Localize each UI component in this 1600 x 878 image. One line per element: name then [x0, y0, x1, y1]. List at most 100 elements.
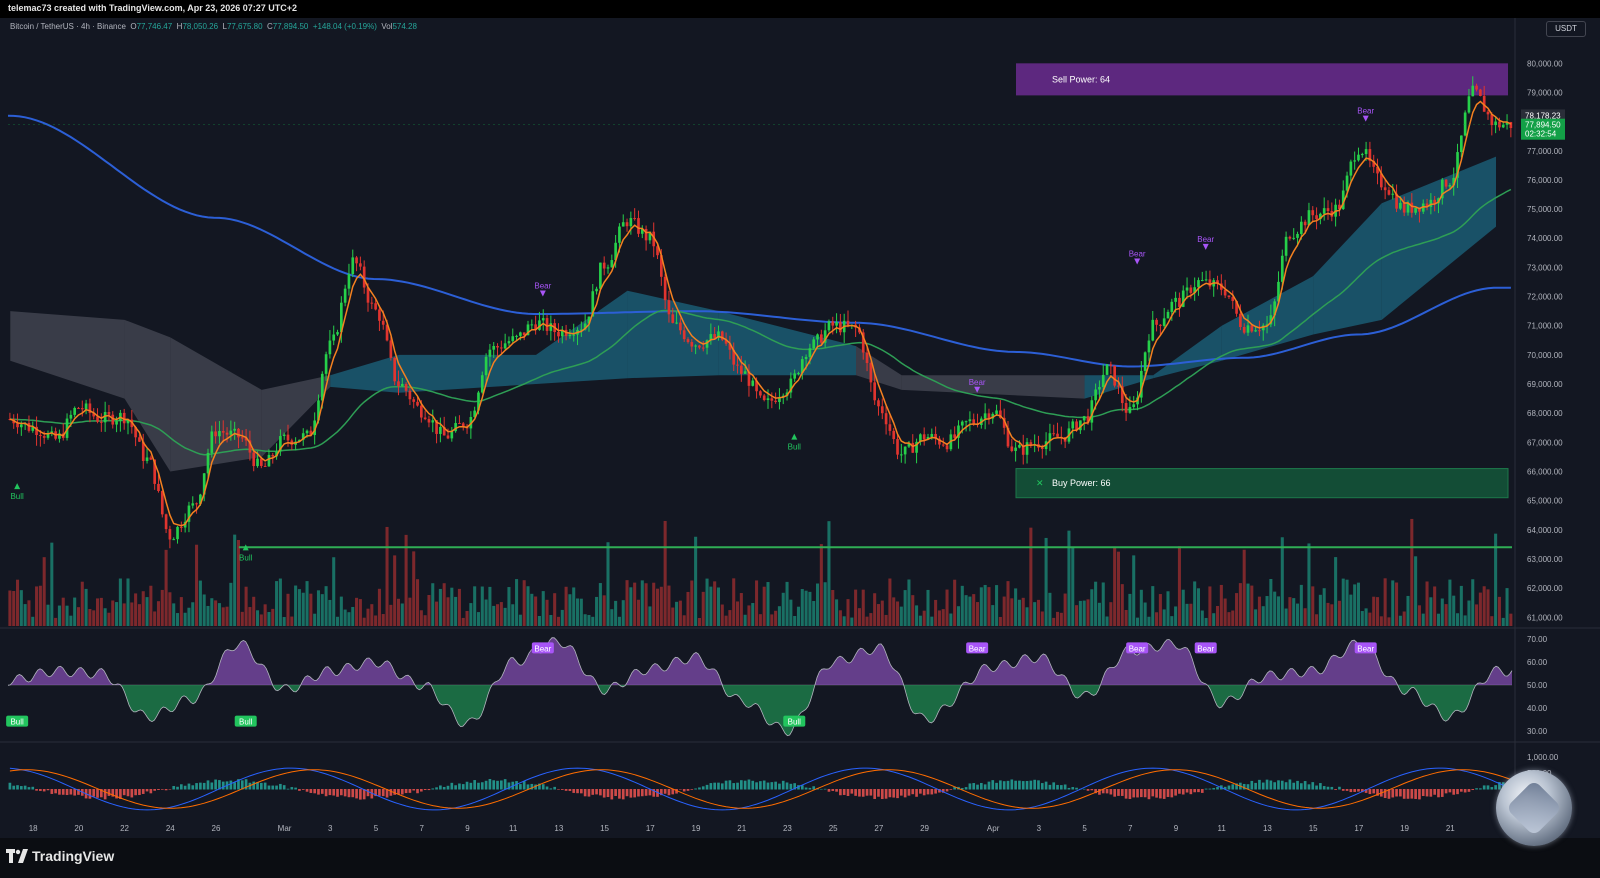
candle-body — [869, 362, 873, 383]
candle-body — [35, 426, 38, 436]
macd-bar — [484, 780, 488, 790]
candle-body — [1444, 179, 1448, 187]
candle-body — [153, 459, 156, 484]
candle-body — [865, 352, 869, 363]
volume-bar — [762, 586, 766, 626]
macd-bar — [359, 789, 362, 800]
high-value: 78,050.26 — [182, 22, 219, 31]
volume-bar — [1269, 578, 1273, 626]
volume-bar — [648, 606, 652, 626]
candle-body — [1501, 124, 1505, 128]
volume-bar — [1501, 617, 1505, 626]
volume-bar — [99, 597, 103, 626]
macd-bar — [1265, 779, 1269, 790]
candle-body — [225, 432, 229, 435]
volume-bar — [816, 583, 820, 626]
candle-body — [267, 454, 271, 467]
macd-bar — [709, 783, 713, 790]
macd-bar — [732, 783, 736, 790]
candle-body — [995, 410, 998, 414]
volume-bar — [408, 597, 412, 626]
volume-bar — [1109, 602, 1113, 626]
chart-canvas[interactable]: Sell Power: 64 Buy Power: 66 ✕ Bull Bull Bear… — [0, 0, 1600, 838]
macd-bar — [1273, 782, 1276, 790]
macd-bar — [888, 789, 892, 798]
macd-bar — [717, 782, 720, 790]
volume-bar — [945, 589, 949, 626]
candle-body — [1399, 202, 1402, 209]
candle-body — [1364, 149, 1368, 155]
countdown-text: 02:32:54 — [1525, 130, 1557, 139]
macd-bar — [667, 789, 671, 796]
macd-bar — [1399, 789, 1402, 797]
candle-body — [774, 400, 777, 403]
candle-body — [1056, 433, 1059, 437]
candle-body — [618, 226, 621, 243]
candle-body — [709, 334, 713, 341]
candle-body — [1288, 236, 1292, 239]
tradingview-logo[interactable]: TradingView — [6, 848, 114, 864]
macd-bar — [1128, 789, 1132, 799]
volume-bar — [1208, 586, 1212, 626]
macd-bar — [1002, 781, 1006, 790]
candle-body — [621, 222, 625, 227]
macd-bar — [637, 789, 640, 797]
candle-body — [640, 228, 644, 234]
macd-bar — [65, 789, 69, 796]
cloud-segment — [1153, 325, 1222, 379]
candle-body — [69, 414, 73, 419]
candle-body — [122, 412, 126, 424]
currency-button[interactable]: USDT — [1546, 21, 1586, 37]
volume-bar — [777, 606, 781, 626]
macd-bar — [477, 782, 480, 790]
candle-body — [381, 320, 385, 325]
macd-bar — [560, 789, 564, 790]
volume-bar — [1345, 579, 1349, 626]
macd-bar — [454, 785, 457, 790]
time-tick-label: 9 — [465, 824, 470, 833]
macd-bar — [176, 786, 179, 790]
time-tick-label: 15 — [1309, 824, 1318, 833]
author-avatar-coin — [1496, 770, 1572, 846]
price-tick-label: 69,000.00 — [1527, 380, 1563, 389]
macd-bar — [1113, 789, 1116, 797]
macd-bar — [1006, 780, 1010, 790]
macd-bar — [240, 780, 244, 790]
macd-bar — [309, 789, 313, 793]
volume-bar — [926, 589, 930, 626]
candle-body — [960, 421, 964, 426]
candle-body — [549, 323, 553, 331]
candle-body — [488, 349, 492, 357]
volume-bar — [134, 593, 138, 626]
volume-bar — [1494, 533, 1498, 626]
volume-bar — [572, 587, 576, 626]
candle-body — [743, 371, 747, 374]
volume-bar — [518, 614, 522, 626]
volume-bar — [903, 590, 907, 626]
volume-bar — [636, 599, 640, 626]
macd-bar — [1326, 786, 1330, 790]
macd-bar — [995, 782, 998, 790]
macd-bar — [1174, 789, 1177, 796]
candle-body — [1170, 301, 1174, 312]
volume-bar — [1497, 596, 1501, 626]
macd-bar — [793, 783, 796, 790]
macd-bar — [469, 782, 473, 790]
volume-bar — [198, 580, 202, 626]
candle-body — [290, 440, 294, 445]
macd-line — [9, 767, 1512, 811]
volume-bar — [80, 581, 84, 626]
symbol-name[interactable]: Bitcoin / TetherUS · 4h · Binance — [10, 22, 126, 31]
candle-body — [73, 407, 76, 415]
volume-bar — [1029, 527, 1033, 626]
volume-bar — [400, 603, 404, 626]
oscillator-tick-label: 30.00 — [1527, 727, 1548, 736]
volume-bar — [275, 581, 279, 626]
volume-bar — [1044, 537, 1048, 626]
candle-body — [404, 383, 408, 391]
volume-bar — [857, 608, 861, 626]
macd-bar — [1044, 781, 1048, 790]
candle-body — [439, 426, 442, 434]
candle-body — [1463, 112, 1467, 136]
candle-body — [191, 503, 195, 506]
